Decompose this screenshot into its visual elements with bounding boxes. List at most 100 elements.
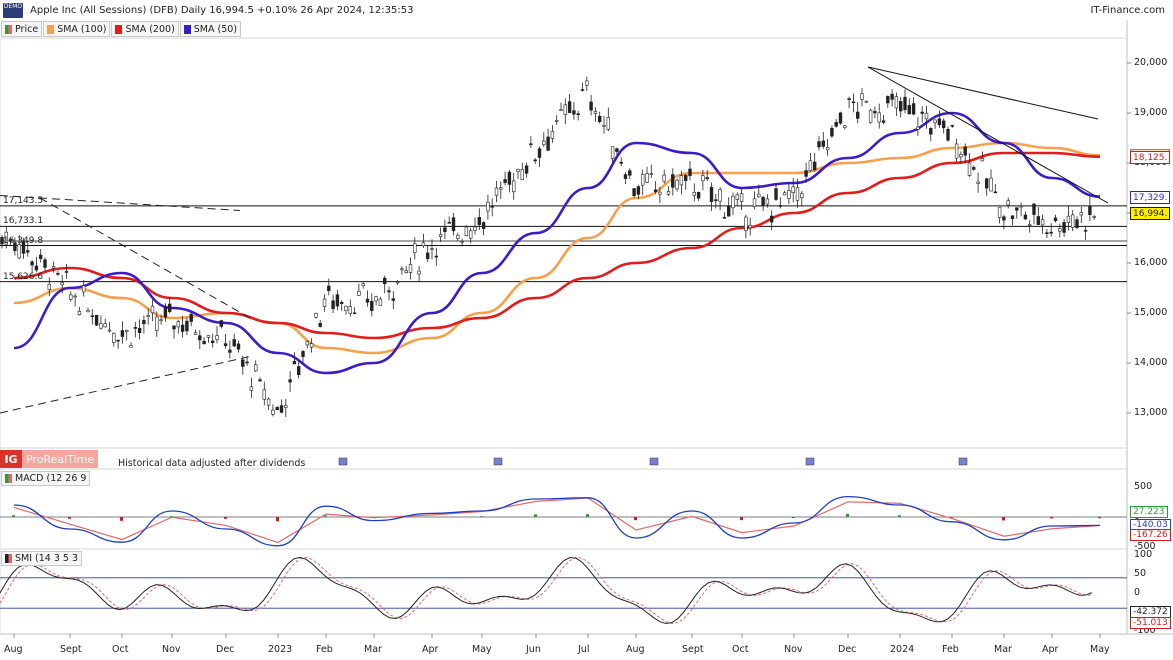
- candle-body: [739, 193, 744, 202]
- candle-body: [378, 298, 383, 306]
- candle-body: [86, 309, 90, 313]
- candle-body: [103, 323, 107, 328]
- macd-panel-frame: [0, 468, 1128, 550]
- smi-title[interactable]: SMI (14 3 5 3: [1, 551, 83, 566]
- candle-body: [254, 364, 258, 372]
- candle-body: [550, 131, 555, 139]
- candle-body: [933, 119, 937, 124]
- candle-body: [413, 243, 417, 253]
- price-tag: 17,329.: [1130, 190, 1171, 204]
- candle-body: [447, 222, 451, 224]
- candle-body: [993, 191, 998, 194]
- candle-body: [232, 339, 236, 347]
- candle-body: [589, 101, 593, 111]
- candle-body: [43, 259, 47, 268]
- main-panel-frame: [0, 37, 1128, 449]
- macd-axis-label: 500: [1134, 481, 1153, 492]
- candle-body: [1006, 200, 1010, 206]
- candle-body: [266, 398, 271, 406]
- candle-body: [800, 193, 804, 199]
- candle-body: [653, 189, 658, 192]
- time-axis-label: Dec: [216, 644, 235, 655]
- macd-histogram-bar: [324, 515, 327, 517]
- macd-histogram-bar: [12, 515, 15, 517]
- candle-body: [765, 198, 770, 205]
- dividend-marker-icon: [649, 457, 659, 466]
- candle-body: [782, 192, 787, 196]
- candle-body: [567, 101, 572, 114]
- candle-body: [17, 244, 21, 259]
- macd-histogram-bar: [372, 517, 375, 518]
- candle-body: [271, 409, 275, 415]
- support-level-label: 15,626.6: [3, 271, 44, 282]
- macd-histogram-bar: [430, 516, 433, 517]
- price-tag: 16,994.: [1130, 207, 1171, 221]
- candle-body: [1049, 231, 1053, 234]
- candle-body: [30, 261, 34, 266]
- candle-body: [795, 187, 800, 201]
- candle-body: [477, 217, 481, 225]
- candle-body: [679, 175, 684, 186]
- macd-histogram-bar: [586, 514, 589, 517]
- support-level-label: 17,143.5: [3, 195, 44, 206]
- candle-body: [417, 270, 421, 275]
- macd-histogram-bar: [534, 514, 537, 517]
- candle-body: [954, 143, 959, 159]
- candle-body: [692, 191, 697, 196]
- macd-title[interactable]: MACD (12 26 9: [1, 471, 91, 486]
- candle-body: [451, 217, 456, 232]
- legend-label: SMA (100): [57, 23, 107, 35]
- macd-histogram-bar: [1002, 517, 1005, 521]
- candle-body: [305, 341, 309, 346]
- candle-body: [215, 335, 219, 340]
- time-axis-label: Aug: [626, 644, 645, 655]
- candle-body: [1023, 214, 1028, 220]
- legend-item-sma200[interactable]: SMA (200): [111, 21, 179, 37]
- candle-body: [1010, 215, 1015, 220]
- candle-body: [314, 313, 318, 318]
- candle-body: [610, 146, 615, 159]
- candle-body: [963, 146, 967, 156]
- candle-body: [51, 266, 56, 269]
- candle-body: [202, 340, 206, 345]
- candle-body: [1062, 222, 1066, 233]
- candle-body: [460, 240, 464, 243]
- candle-body: [735, 194, 740, 200]
- candle-body: [400, 268, 404, 271]
- candle-body: [468, 230, 473, 239]
- support-level-label: 16,733.1: [3, 216, 44, 227]
- candle-body: [972, 167, 976, 170]
- candle-body: [688, 168, 692, 176]
- candle-body: [82, 285, 86, 293]
- candle-body: [593, 110, 598, 114]
- candle-body: [606, 117, 611, 130]
- candle-body: [56, 273, 60, 275]
- candle-body: [185, 320, 189, 332]
- candle-body: [1053, 217, 1058, 222]
- candle-body: [339, 302, 344, 304]
- candle-body: [219, 320, 223, 327]
- candle-body: [404, 270, 408, 273]
- legend-item-price[interactable]: Price: [1, 21, 43, 37]
- brand-label[interactable]: IT-Finance.com: [1090, 5, 1165, 16]
- candle-body: [580, 89, 585, 91]
- legend-item-sma50[interactable]: SMA (50): [179, 21, 242, 37]
- candle-body: [228, 349, 232, 353]
- time-axis-label: Nov: [784, 644, 803, 655]
- candle-body: [236, 343, 241, 350]
- candle-body: [714, 199, 718, 202]
- candle-body: [636, 186, 641, 195]
- macd-histogram-bar: [898, 515, 901, 517]
- time-axis-label: Oct: [732, 644, 749, 655]
- candle-body: [133, 327, 137, 329]
- candle-body: [554, 119, 559, 122]
- candle-body: [597, 115, 602, 123]
- sma50-swatch-icon: [183, 24, 191, 34]
- legend-item-sma100[interactable]: SMA (100): [43, 21, 111, 37]
- candle-body: [198, 335, 202, 341]
- candle-body: [817, 141, 821, 148]
- candle-body: [662, 174, 666, 182]
- candle-body: [292, 360, 297, 365]
- candle-body: [155, 316, 159, 331]
